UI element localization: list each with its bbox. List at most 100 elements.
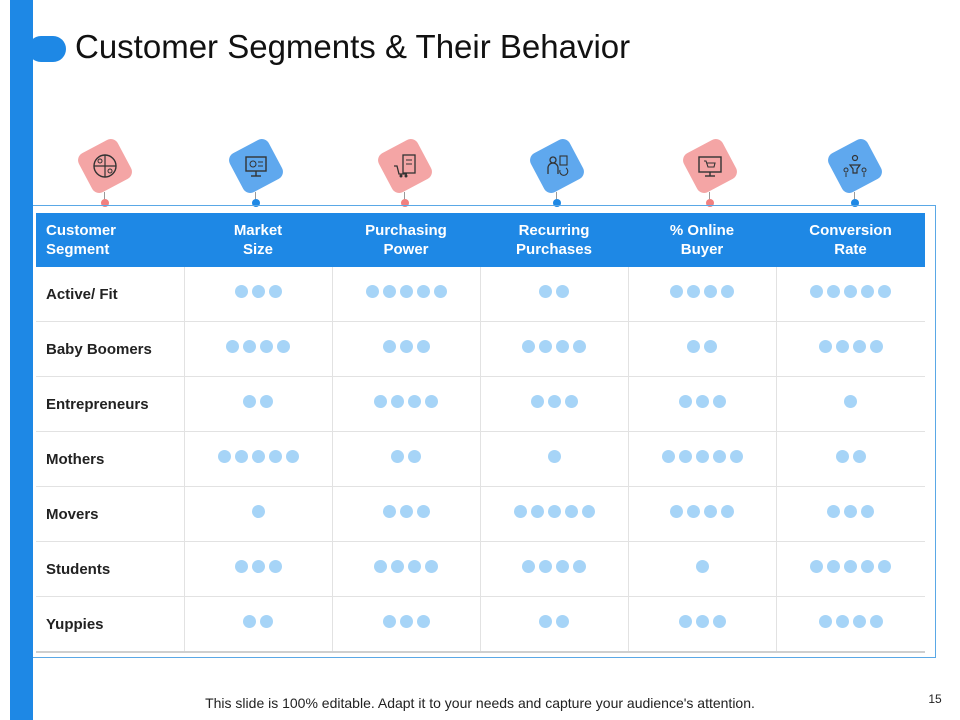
header-online-buyer: % Online Buyer [628, 213, 776, 267]
rating-dots [808, 560, 893, 573]
rating-dot [704, 285, 717, 298]
rating-dots [241, 395, 275, 408]
rating-dot [522, 560, 535, 573]
segment-label: Yuppies [36, 596, 184, 653]
rating-cell [183, 267, 332, 322]
rating-dot [234, 285, 248, 298]
segments-pie-icon [93, 154, 117, 178]
segment-label: Baby Boomers [36, 321, 184, 377]
rating-dot [810, 285, 824, 298]
rating-dots [808, 285, 893, 298]
rating-cell [331, 376, 480, 432]
rating-cell [775, 596, 925, 653]
rating-dots [233, 560, 284, 573]
page-number: 15 [928, 692, 942, 706]
table-row: Baby Boomers [36, 321, 925, 377]
rating-dot [844, 285, 858, 298]
rating-cell [479, 376, 628, 432]
icon-column [75, 136, 135, 210]
segment-label: Entrepreneurs [36, 376, 184, 432]
rating-dot [382, 505, 396, 518]
rating-dots [817, 615, 885, 628]
rating-dot [539, 615, 552, 628]
header-conversion-rate: Conversion Rate [776, 213, 925, 267]
header-purchasing-power: Purchasing Power [332, 213, 480, 267]
rating-dot [869, 340, 883, 353]
segment-label: Mothers [36, 431, 184, 487]
rating-dots [668, 285, 736, 298]
rating-dot [226, 340, 239, 353]
rating-cell [183, 376, 332, 432]
rating-cell [331, 541, 480, 597]
rating-dot [721, 505, 734, 518]
rating-dot [251, 450, 265, 463]
slide-title: Customer Segments & Their Behavior [75, 28, 631, 65]
rating-dot [852, 450, 866, 463]
rating-dots [537, 615, 571, 628]
table-row: Active/ Fit [36, 267, 925, 322]
rating-dots [537, 285, 571, 298]
rating-dot [712, 395, 726, 408]
rating-dot [382, 285, 396, 298]
rating-dots [364, 285, 449, 298]
rating-dot [712, 615, 726, 628]
rating-cell [627, 541, 776, 597]
rating-dot [408, 395, 421, 408]
rating-dots [512, 505, 597, 518]
table-row: Entrepreneurs [36, 376, 925, 432]
rating-dot [251, 560, 265, 573]
rating-dot [878, 285, 892, 298]
rating-cell [775, 376, 925, 432]
rating-dots [825, 505, 876, 518]
rating-dots [685, 340, 719, 353]
rating-cell [627, 376, 776, 432]
rating-dot [573, 340, 586, 353]
rating-cell [183, 321, 332, 377]
rating-dot [861, 505, 875, 518]
rating-dot [433, 285, 447, 298]
rating-dot [678, 450, 692, 463]
rating-dot [268, 285, 282, 298]
rating-cell [331, 596, 480, 653]
online-store-icon [698, 156, 722, 177]
left-accent-bar [10, 0, 33, 720]
rating-dots [241, 615, 275, 628]
rating-dot [260, 615, 273, 628]
rating-dot [234, 450, 248, 463]
rating-cell [775, 321, 925, 377]
rating-dot [852, 340, 866, 353]
rating-dot [712, 450, 726, 463]
rating-dot [416, 285, 430, 298]
rating-cell [627, 321, 776, 377]
rating-dot [547, 450, 561, 463]
icon-column [527, 136, 587, 210]
rating-dot [818, 340, 832, 353]
rating-dots [389, 450, 423, 463]
rating-dots [381, 505, 432, 518]
rating-dots [677, 395, 728, 408]
rating-dot [217, 450, 231, 463]
rating-dot [878, 560, 892, 573]
rating-dot [260, 395, 273, 408]
rating-cell [331, 486, 480, 542]
rating-dot [530, 505, 544, 518]
rating-cell [775, 486, 925, 542]
rating-dot [581, 505, 595, 518]
rating-cell [627, 267, 776, 322]
rating-dot [277, 340, 290, 353]
rating-dot [695, 450, 709, 463]
table-row: Yuppies [36, 596, 925, 653]
rating-cell [775, 431, 925, 487]
rating-dot [408, 450, 421, 463]
rating-dots [529, 395, 580, 408]
header-recurring-purchases: Recurring Purchases [480, 213, 628, 267]
rating-dot [704, 340, 717, 353]
icon-column [226, 136, 286, 210]
rating-dot [827, 505, 841, 518]
rating-dot [243, 340, 256, 353]
rating-dot [687, 285, 700, 298]
rating-dots [372, 560, 440, 573]
rating-dot [285, 450, 299, 463]
rating-cell [627, 486, 776, 542]
rating-dot [268, 560, 282, 573]
